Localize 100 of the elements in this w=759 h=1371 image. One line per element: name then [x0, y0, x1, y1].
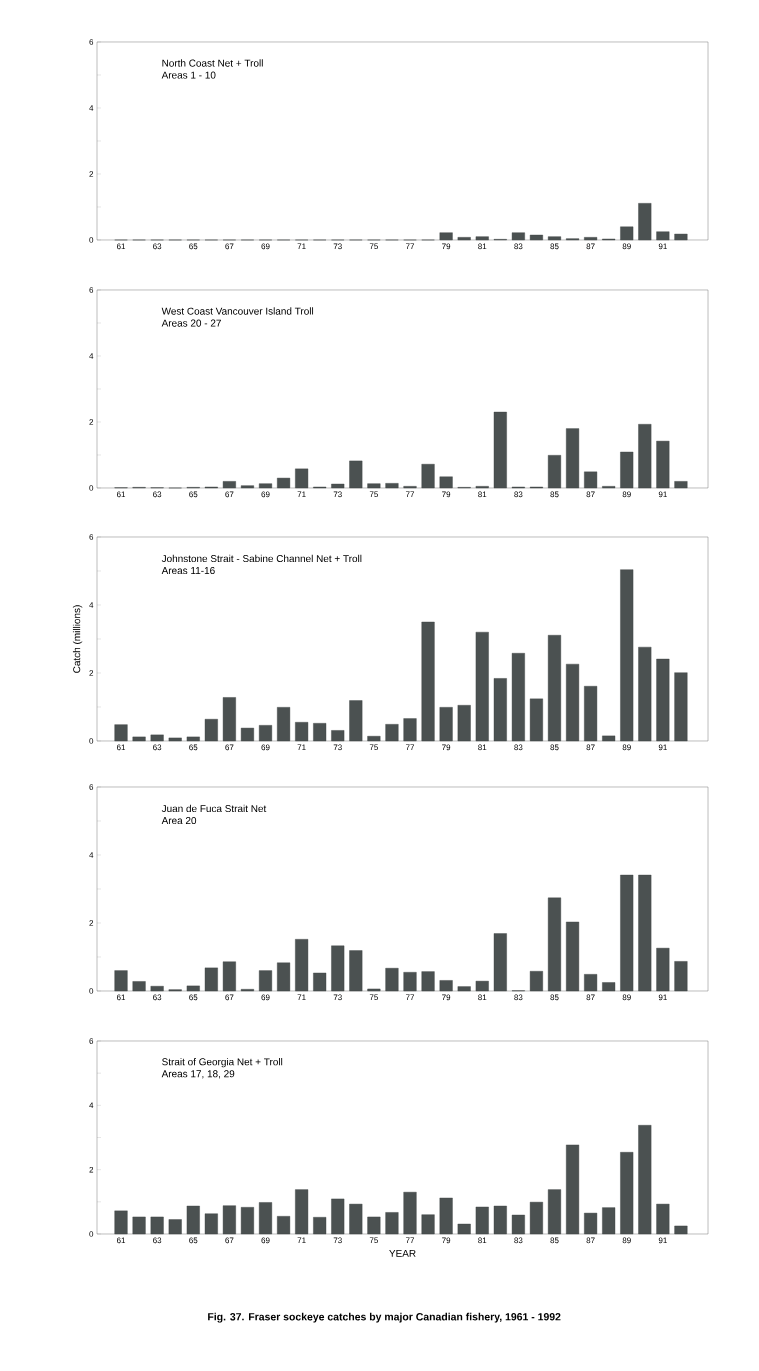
bar [295, 468, 309, 489]
bar [656, 231, 670, 241]
bar [475, 236, 489, 241]
bar [150, 986, 164, 992]
bar [656, 947, 670, 992]
bar [186, 736, 200, 742]
bar [222, 1205, 236, 1235]
bar [114, 724, 128, 742]
text: Areas 1 - 10 [161, 71, 216, 79]
bar [385, 724, 399, 742]
bar [132, 736, 146, 742]
bar [439, 232, 453, 241]
bar [547, 1189, 562, 1235]
text: Areas 17, 18, 29 [161, 1070, 235, 1079]
bar [638, 203, 652, 241]
bar [367, 1216, 381, 1235]
text: West Coast Vancouver Island Troll [161, 307, 314, 315]
text: Johnstone Strait - Sabine Channel Net + Troll [161, 554, 362, 563]
bar [566, 663, 580, 742]
bar [204, 1213, 218, 1235]
bar [150, 1216, 164, 1235]
bar [421, 1214, 435, 1235]
bar [295, 939, 309, 992]
bar [313, 972, 327, 992]
bar [222, 481, 236, 489]
bar [385, 968, 399, 992]
bar [529, 234, 543, 241]
bar [204, 719, 218, 742]
bar [222, 697, 236, 742]
bar [674, 233, 688, 241]
bar [547, 236, 562, 241]
bar [258, 483, 273, 489]
bar [439, 707, 453, 742]
y-axis-title: Catch (millions) [72, 605, 83, 673]
bar [331, 483, 345, 489]
bar [403, 1191, 417, 1235]
bar [240, 485, 254, 489]
bar [620, 569, 634, 742]
bar [584, 1212, 598, 1235]
bar [385, 1212, 399, 1235]
text: Area 20 [161, 817, 197, 825]
bar [656, 658, 670, 742]
bar [584, 686, 598, 742]
text: Areas 11-16 [161, 567, 215, 575]
bar [240, 1207, 254, 1235]
bar [547, 455, 562, 489]
bar [240, 727, 254, 742]
bar [150, 734, 164, 742]
bar [584, 471, 598, 489]
bar [168, 737, 182, 742]
bar [620, 451, 634, 489]
bar [186, 1205, 200, 1235]
text: North Coast Net + Troll [162, 59, 263, 67]
bar [493, 933, 507, 992]
bar [638, 424, 652, 489]
bar [602, 1207, 616, 1235]
bar [493, 411, 507, 489]
bar [349, 950, 363, 992]
bar [258, 970, 273, 992]
bar [277, 962, 291, 992]
bar [511, 1214, 525, 1235]
text: Juan de Fuca Strait Net [161, 804, 267, 813]
bar [457, 1223, 471, 1235]
bar [529, 1201, 543, 1235]
bar [114, 970, 128, 992]
bar [421, 971, 435, 992]
bar [132, 981, 146, 992]
bar [638, 874, 652, 992]
bar [186, 985, 200, 992]
bar [584, 974, 598, 992]
bar [547, 897, 562, 992]
bar [331, 945, 345, 992]
bar [349, 700, 363, 742]
bar [620, 226, 634, 241]
bar [114, 1210, 128, 1235]
bar [511, 232, 525, 241]
text: Strait of Georgia Net + Troll [162, 1058, 283, 1068]
bar [349, 460, 363, 489]
bar [295, 1189, 309, 1235]
bar [331, 730, 345, 742]
bar [277, 1216, 291, 1235]
bar [457, 705, 471, 742]
bar [168, 1219, 182, 1235]
bar [638, 646, 652, 742]
bar [529, 971, 543, 992]
bar [475, 631, 489, 742]
bar [331, 1198, 345, 1235]
bar [511, 653, 525, 742]
bar [475, 1206, 489, 1235]
bar [367, 988, 381, 992]
bar [367, 483, 381, 489]
x-axis-title: YEAR [389, 1249, 416, 1257]
bar [674, 481, 688, 489]
bar [403, 972, 417, 992]
caption: Fig. 37. Fraser sockeye catches by major Canadian fishery, 1961 - 1992 [208, 1312, 561, 1323]
bar [421, 621, 435, 742]
text: Areas 20 - 27 [161, 319, 221, 327]
bar [602, 735, 616, 742]
bar [457, 986, 471, 992]
bar [602, 982, 616, 992]
